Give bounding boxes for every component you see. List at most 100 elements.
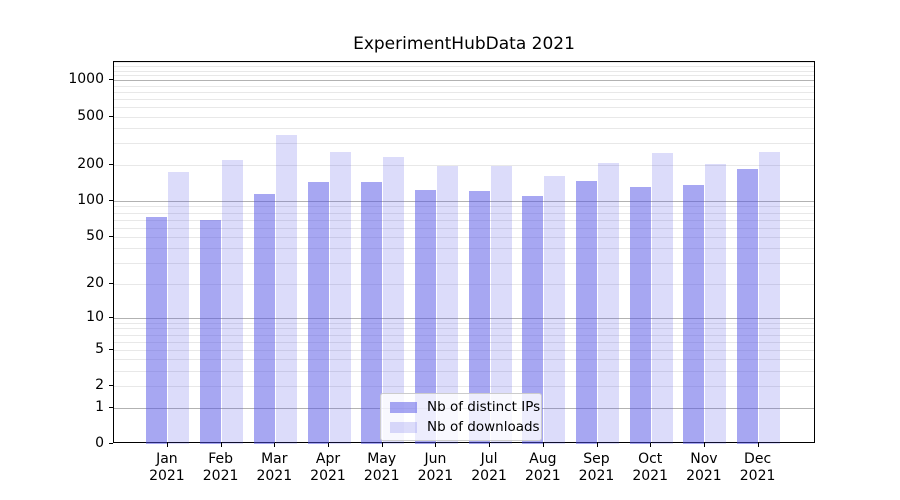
gridline-minor [114,116,814,118]
bar-distinct-ips-jun [414,189,436,444]
gridline-minor [114,128,814,130]
legend-swatch-distinct-ips [390,401,417,413]
legend-swatch-downloads [390,421,417,433]
x-tick-month: Aug [529,451,557,467]
x-tick-mark [650,443,652,447]
x-tick-mark [274,443,276,447]
x-tick-label-jul: Jul 2021 [459,451,519,485]
bar-downloads-oct [651,152,673,444]
gridline-minor [114,248,814,250]
x-tick-mark [489,443,491,447]
y-tick-label: 500 [77,107,104,124]
bar-downloads-dec [759,151,781,444]
y-tick-label: 2 [95,377,104,394]
gridline-minor [114,371,814,372]
x-tick-year: 2021 [202,468,239,484]
gridline-minor [114,263,814,265]
y-tick-mark [109,282,113,284]
plot-area [113,61,815,444]
gridline-minor [114,98,814,100]
bar-distinct-ips-sep [576,180,597,444]
y-tick-mark [109,316,113,318]
gridline-minor [114,107,814,108]
gridline-major [114,200,814,202]
y-tick-label: 0 [95,435,104,451]
x-tick-label-nov: Nov 2021 [674,451,734,485]
y-tick-mark [109,385,113,387]
chart-title: ExperimentHubData 2021 [353,34,575,54]
y-tick-label: 100 [77,191,104,208]
bar-downloads-jan [168,172,190,444]
x-tick-month: Jan [156,451,178,467]
gridline-minor [114,91,814,93]
gridline-minor [114,85,814,87]
x-tick-month: Dec [744,451,772,467]
y-tick-mark [109,443,113,444]
bar-distinct-ips-nov [683,184,705,444]
gridline-minor [114,349,814,351]
x-tick-label-jan: Jan 2021 [137,451,197,485]
bar-downloads-apr [329,151,351,444]
bar-distinct-ips-aug [522,195,544,444]
x-tick-label-jun: Jun 2021 [405,451,465,485]
gridline-minor [114,62,814,64]
y-tick-mark [109,406,113,408]
legend-row-downloads: Nb of downloads [390,419,540,435]
x-tick-label-apr: Apr 2021 [298,451,358,485]
y-tick-label: 10 [86,308,104,325]
x-tick-mark [166,443,168,447]
y-tick-mark [109,235,113,237]
bar-distinct-ips-dec [737,168,759,444]
gridline-minor [114,143,814,145]
x-tick-year: 2021 [524,468,561,484]
bar-downloads-may [383,156,405,444]
bar-downloads-nov [705,163,727,444]
gridline-minor [114,75,814,77]
y-tick-mark [109,163,113,165]
x-tick-label-oct: Oct 2021 [620,451,680,485]
x-tick-month: Feb [208,451,233,467]
y-tick-label: 1000 [68,71,104,88]
legend: Nb of distinct IPs Nb of downloads [380,393,542,441]
y-tick-mark [109,199,113,201]
x-tick-mark [328,443,329,447]
gridline-minor [114,334,814,336]
x-tick-year: 2021 [632,468,668,484]
x-tick-month: Mar [261,451,288,467]
x-tick-mark [220,443,222,447]
gridline-major [114,80,814,82]
y-tick-label: 5 [95,340,104,357]
x-tick-year: 2021 [310,468,346,484]
gridline-minor [114,341,814,343]
gridline-minor [114,219,814,221]
bar-downloads-jul [490,166,512,444]
legend-row-distinct-ips: Nb of distinct IPs [390,399,540,415]
y-tick-mark [109,79,113,81]
gridline-minor [114,359,814,361]
x-tick-label-may: May 2021 [352,451,412,485]
x-tick-month: Apr [315,451,341,467]
gridline-minor [114,236,814,238]
x-tick-year: 2021 [149,468,185,484]
x-tick-year: 2021 [363,468,400,484]
gridline-major [114,317,814,319]
gridline-minor [114,164,814,166]
bar-downloads-sep [598,162,619,444]
x-tick-mark [757,443,759,447]
y-tick-label: 20 [86,274,104,291]
bar-distinct-ips-feb [200,219,222,444]
x-tick-year: 2021 [686,468,722,484]
gridline-minor [114,322,814,324]
gridline-minor [114,212,814,214]
x-tick-label-dec: Dec 2021 [728,451,788,485]
gridline-minor [114,227,814,229]
bar-downloads-jun [436,166,458,444]
x-tick-year: 2021 [739,468,776,484]
bar-distinct-ips-jan [146,217,168,444]
x-tick-mark [542,443,544,447]
bar-distinct-ips-oct [629,186,651,444]
x-tick-year: 2021 [471,468,507,484]
x-tick-month: Sep [583,451,610,467]
y-tick-mark [109,348,113,350]
